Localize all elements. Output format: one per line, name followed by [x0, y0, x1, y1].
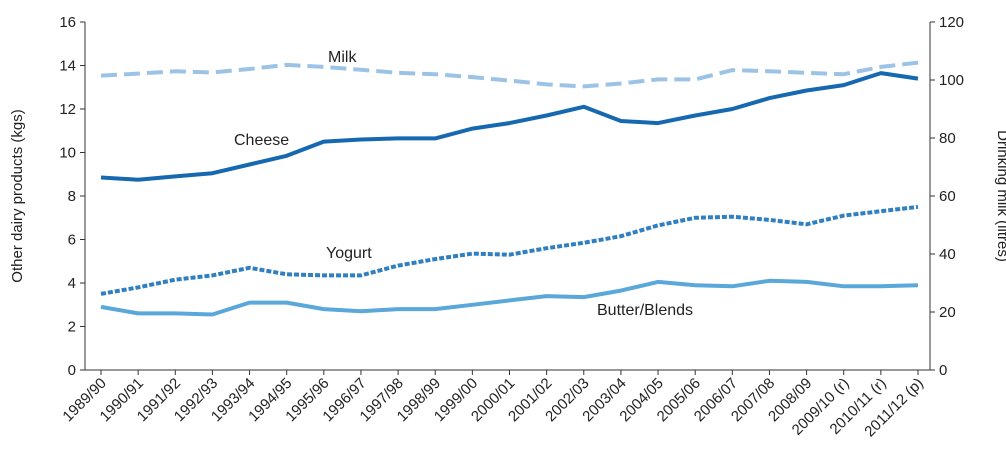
- y-axis-label-left: Other dairy products (kgs): [9, 109, 26, 282]
- series-label-milk: Milk: [328, 49, 357, 66]
- series-label-butter-blends: Butter/Blends: [597, 302, 693, 319]
- series-line-butter-blends: [100, 278, 919, 317]
- y-tick-label-left: 0: [68, 362, 76, 379]
- series-line-milk: [100, 60, 919, 89]
- y-tick-label-left: 16: [59, 14, 76, 31]
- y-tick-label-left: 14: [59, 58, 76, 75]
- y-tick-label-right: 20: [939, 304, 956, 321]
- y-tick-label-left: 12: [59, 101, 76, 118]
- series-line-yogurt: [100, 204, 919, 296]
- y-tick-label-left: 6: [68, 232, 76, 249]
- chart-axes: [80, 21, 935, 375]
- y-tick-label-right: 100: [939, 72, 964, 89]
- y-tick-label-right: 60: [939, 188, 956, 205]
- y-tick-label-right: 120: [939, 14, 964, 31]
- y-axis-label-right: Drinking milk (litres): [994, 130, 1006, 262]
- chart-labels: 02468101214160204060801001201989/901990/…: [59, 14, 964, 440]
- y-tick-label-right: 80: [939, 130, 956, 147]
- y-tick-label-right: 0: [939, 362, 947, 379]
- y-tick-label-left: 10: [59, 145, 76, 162]
- series-label-cheese: Cheese: [234, 132, 289, 149]
- series-line-cheese: [100, 71, 919, 182]
- y-tick-label-left: 8: [68, 188, 76, 205]
- chart-series-lines: [100, 60, 919, 317]
- y-tick-label-left: 4: [68, 275, 76, 292]
- y-tick-label-left: 2: [68, 319, 76, 336]
- y-tick-label-right: 40: [939, 246, 956, 263]
- series-label-yogurt: Yogurt: [326, 245, 372, 262]
